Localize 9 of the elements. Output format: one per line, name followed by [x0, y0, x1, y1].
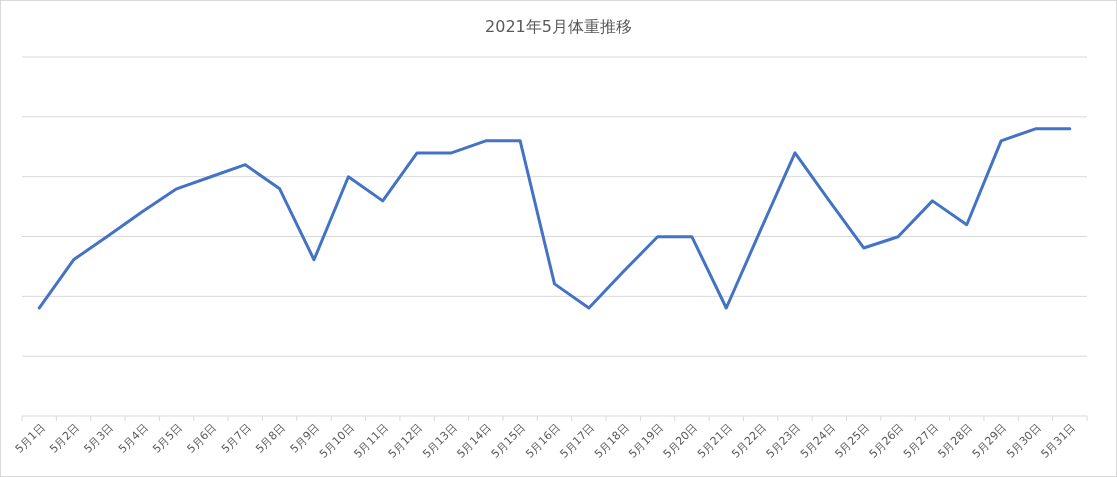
x-tick-label: 5月4日 — [115, 421, 151, 456]
x-tick-label: 5月1日 — [12, 421, 48, 456]
x-tick-label: 5月5日 — [150, 421, 185, 456]
x-tick-label: 5月6日 — [184, 421, 220, 456]
x-tick-label: 5月3日 — [81, 421, 117, 456]
x-tick-label: 5月2日 — [47, 421, 82, 456]
x-tick-label: 5月8日 — [253, 421, 288, 456]
x-tick-label: 5月7日 — [218, 421, 254, 456]
chart-title: 2021年5月体重推移 — [485, 17, 632, 36]
